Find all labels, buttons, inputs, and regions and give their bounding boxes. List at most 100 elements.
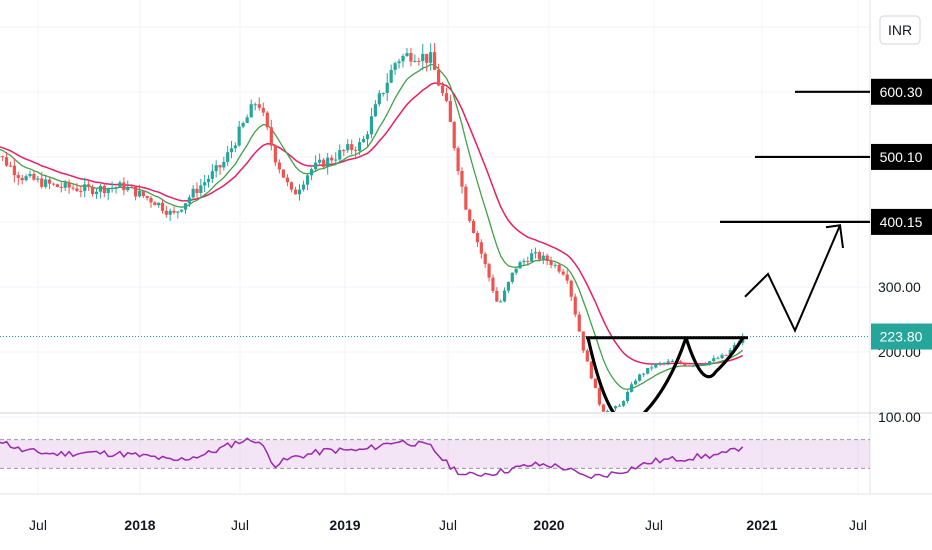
candle (301, 180, 306, 192)
candle (518, 260, 522, 269)
candle (549, 256, 553, 269)
candle (683, 362, 687, 367)
candle (670, 359, 674, 363)
candle (63, 180, 67, 191)
candle (149, 195, 153, 208)
candle (433, 42, 437, 71)
candle (285, 174, 290, 187)
candle (71, 184, 75, 191)
candle (237, 120, 241, 147)
candle (214, 160, 218, 178)
candle (541, 251, 545, 265)
time-tick-label: Jul (849, 517, 867, 533)
candle (206, 175, 211, 188)
candle (269, 119, 273, 151)
candle (425, 53, 429, 72)
candle (28, 170, 32, 178)
candle (373, 100, 377, 117)
candle (106, 187, 110, 201)
candle (413, 54, 417, 63)
candle (79, 185, 83, 198)
target-level-label: 500.10 (880, 149, 923, 165)
candle (55, 183, 59, 188)
candle (502, 287, 507, 303)
candle (318, 153, 322, 166)
candle (180, 209, 184, 213)
candle (708, 360, 712, 366)
candle (585, 348, 589, 362)
candle (650, 365, 654, 371)
price-grid (0, 0, 870, 418)
candle (377, 90, 381, 107)
target-level-label: 400.15 (880, 214, 923, 230)
candle (712, 355, 716, 363)
candle (187, 194, 191, 207)
candle (491, 274, 495, 294)
target-level-label: 600.30 (880, 84, 923, 100)
candle (530, 249, 534, 263)
candle (222, 156, 226, 171)
time-tick-label: Jul (231, 517, 249, 533)
candle (338, 144, 342, 162)
candle (506, 281, 511, 293)
time-tick-label: 2021 (746, 517, 777, 533)
candle (133, 186, 138, 201)
candle (16, 171, 20, 186)
candle (122, 177, 126, 196)
candle (8, 161, 13, 168)
candle (249, 99, 253, 118)
candle (597, 386, 601, 407)
candle (365, 131, 370, 148)
candle (573, 293, 577, 318)
candle (361, 135, 366, 143)
candle (569, 279, 573, 302)
candle (51, 182, 56, 186)
candle (137, 184, 142, 198)
time-tick-label: 2019 (329, 517, 360, 533)
candle (691, 365, 695, 368)
candle (87, 179, 91, 191)
candle (646, 367, 650, 375)
candle (326, 152, 330, 175)
rsi-line (0, 437, 744, 480)
candle (153, 201, 157, 206)
currency-badge[interactable]: INR (879, 15, 921, 45)
candle (330, 154, 334, 163)
candle (75, 183, 79, 193)
candle (241, 121, 245, 129)
candle (452, 120, 456, 151)
candle (444, 87, 449, 103)
candle (203, 175, 207, 192)
candle (24, 174, 28, 182)
candle (487, 262, 491, 282)
candle (553, 263, 557, 269)
candle (226, 145, 230, 166)
candle (679, 360, 683, 365)
target-level-labels: 600.30 500.10 400.15 (871, 78, 932, 235)
candle (385, 73, 389, 102)
candle (638, 373, 642, 382)
candle (59, 182, 63, 193)
candle (440, 82, 445, 96)
candle (229, 141, 234, 159)
candle (130, 185, 134, 188)
candle (460, 167, 464, 194)
candle (126, 180, 130, 192)
candle (381, 92, 385, 97)
time-tick-label: Jul (439, 517, 457, 533)
candle (191, 185, 195, 201)
candle (20, 174, 24, 185)
candle (309, 167, 314, 181)
candle (557, 262, 561, 274)
candle (305, 173, 310, 191)
candle (561, 268, 565, 276)
candle (699, 364, 703, 366)
candle (277, 159, 281, 174)
candle (545, 253, 549, 266)
candle (436, 63, 441, 87)
candle (94, 188, 99, 199)
candle (265, 111, 269, 131)
candlestick-series (0, 42, 745, 412)
